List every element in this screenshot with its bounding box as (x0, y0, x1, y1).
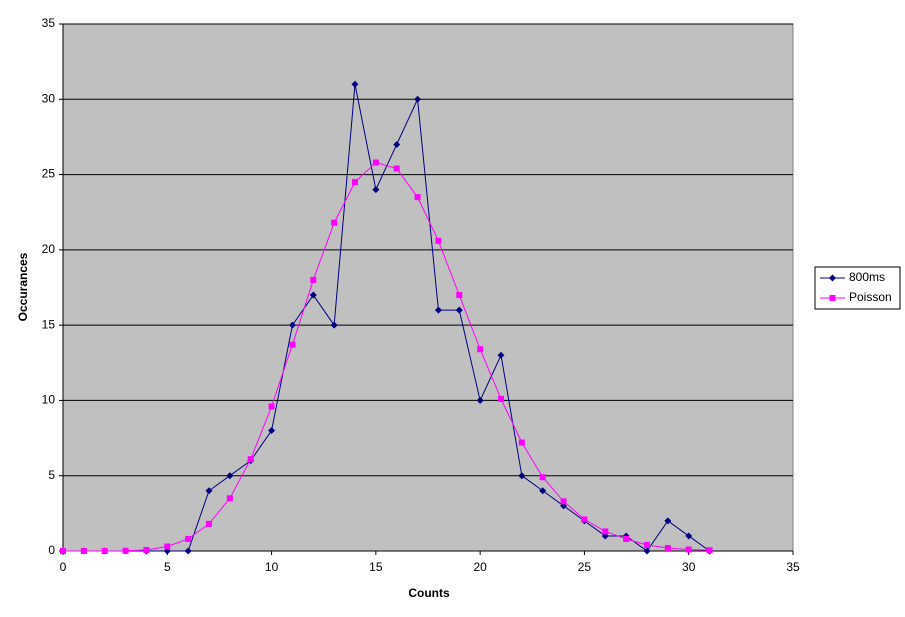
x-tick-label: 30 (682, 560, 696, 574)
y-tick-label: 10 (42, 393, 56, 407)
marker (226, 495, 233, 502)
marker (80, 548, 87, 554)
marker (352, 179, 358, 186)
marker (539, 474, 546, 481)
legend-label: 800ms (849, 270, 885, 284)
marker (289, 341, 296, 348)
series-line (63, 161, 710, 552)
legend-marker (829, 274, 836, 282)
marker (393, 140, 401, 148)
plot-area (62, 23, 794, 552)
marker (498, 395, 504, 402)
marker (268, 403, 275, 410)
marker (455, 306, 463, 314)
x-axis-label: Counts (408, 586, 450, 600)
marker (477, 346, 484, 353)
marker (623, 535, 630, 542)
marker (185, 535, 192, 542)
marker (372, 186, 380, 194)
marker (685, 546, 692, 553)
marker (226, 472, 234, 480)
marker (414, 95, 422, 103)
y-tick-label: 15 (42, 317, 56, 331)
marker (143, 546, 150, 553)
marker (644, 541, 650, 548)
legend-box (814, 266, 901, 310)
marker (664, 517, 672, 525)
legend-label: Poisson (849, 290, 892, 304)
marker (351, 80, 359, 88)
marker (414, 194, 421, 201)
x-tick-label: 0 (60, 560, 67, 574)
y-tick-label: 25 (42, 167, 56, 181)
marker (60, 548, 66, 554)
marker (393, 165, 400, 172)
marker (518, 472, 526, 480)
x-tick-label: 10 (265, 560, 279, 574)
marker (288, 321, 296, 329)
legend-marker (829, 295, 836, 301)
marker (560, 498, 567, 505)
x-tick-label: 15 (369, 560, 383, 574)
marker (602, 528, 609, 535)
marker (497, 351, 505, 359)
marker (456, 292, 463, 299)
marker (206, 520, 212, 527)
marker (205, 487, 213, 495)
marker (539, 487, 547, 495)
marker (372, 159, 379, 166)
marker (247, 456, 254, 463)
y-tick-label: 0 (48, 543, 55, 557)
y-tick-label: 30 (42, 91, 56, 105)
marker (664, 544, 671, 551)
x-tick-label: 35 (786, 560, 800, 574)
marker (101, 548, 108, 554)
marker (164, 543, 171, 550)
marker (685, 532, 693, 540)
marker (331, 219, 338, 226)
marker (581, 516, 588, 523)
marker (435, 237, 442, 244)
marker (122, 547, 129, 554)
y-tick-label: 35 (42, 16, 56, 30)
marker (310, 276, 317, 283)
marker (268, 427, 276, 435)
marker (643, 547, 651, 555)
marker (330, 321, 338, 329)
marker (518, 439, 525, 446)
marker (184, 547, 192, 555)
x-tick-label: 5 (164, 560, 171, 574)
x-tick-label: 20 (473, 560, 487, 574)
x-tick-label: 25 (578, 560, 592, 574)
marker (309, 291, 317, 299)
marker (476, 396, 484, 404)
marker (434, 306, 442, 314)
marker (706, 547, 713, 554)
y-axis-label: Occurances (16, 252, 30, 321)
y-tick-label: 20 (42, 242, 56, 256)
y-tick-label: 5 (48, 468, 55, 482)
